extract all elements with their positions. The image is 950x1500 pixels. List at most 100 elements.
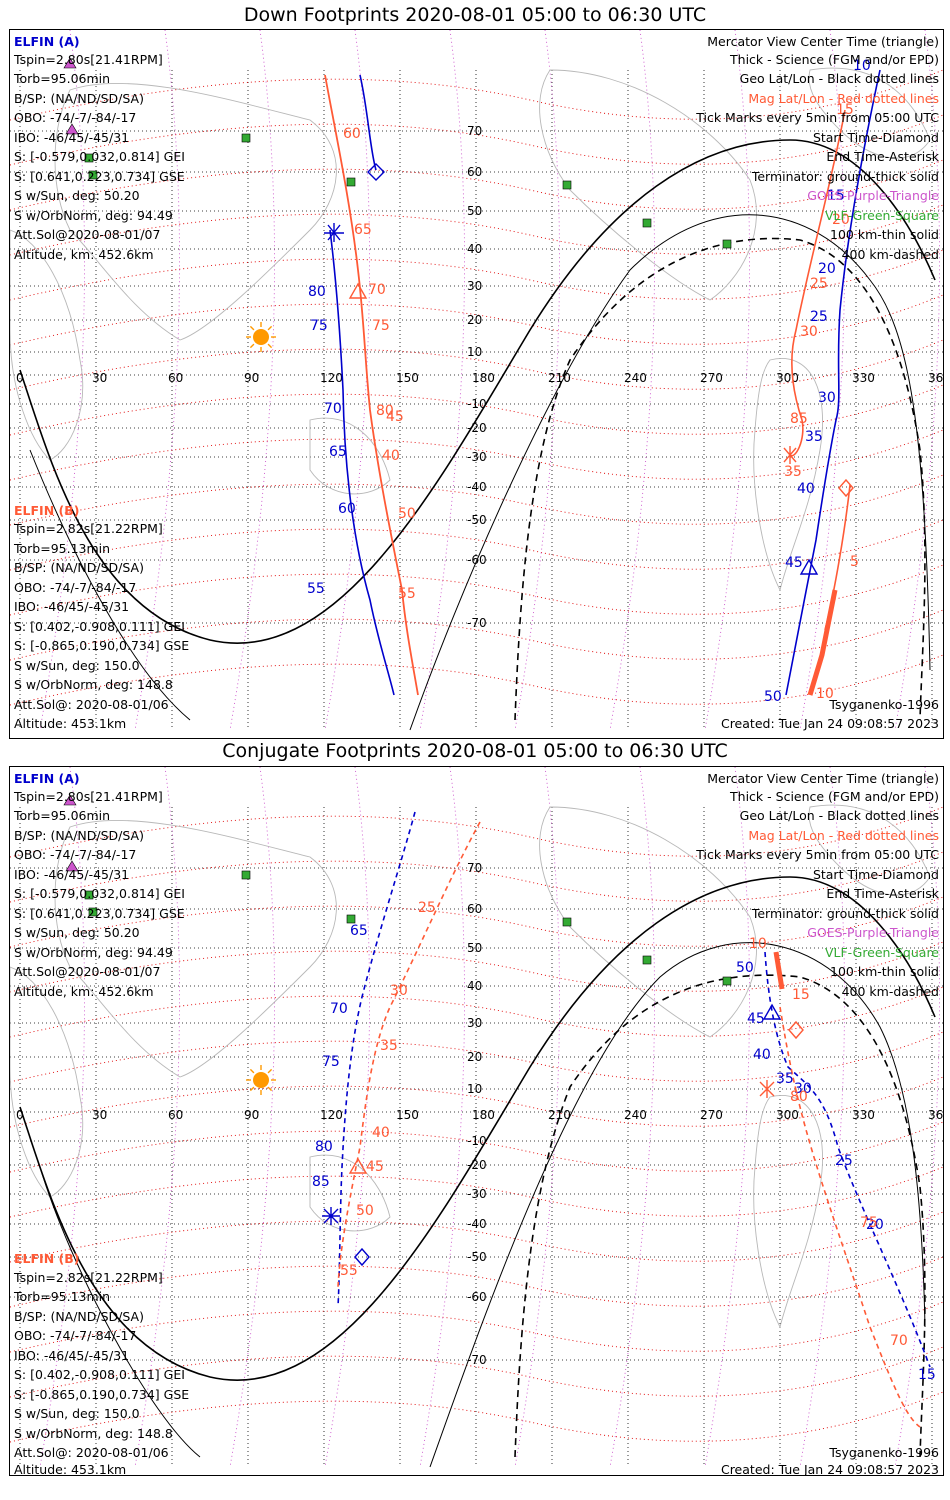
elfin-b-tick-label: 30 <box>800 324 818 340</box>
elfin-b-info-3: OBO: -74/-7/-84/-17 <box>14 580 137 595</box>
elfin-a-info-10: Altitude, km: 452.6km <box>14 984 154 999</box>
lat-tick-label: -20 <box>467 1158 487 1172</box>
vlf-station-square <box>241 870 251 880</box>
elfin-a-tick-label: 20 <box>866 1217 884 1233</box>
elfin-a-tick-label: 60 <box>338 501 356 517</box>
elfin-a-track <box>785 69 881 696</box>
elfin-a-tick-label: 70 <box>324 401 342 417</box>
elfin-b-tick-label: 75 <box>372 318 390 334</box>
elfin-a-tick-label: 25 <box>810 309 828 325</box>
lat-tick-label: 50 <box>467 941 482 955</box>
elfin-b-label: ELFIN (B) <box>14 503 80 518</box>
mag-parallel <box>10 204 943 256</box>
lon-tick-label: 270 <box>700 1108 723 1122</box>
goes-triangle <box>63 794 77 806</box>
lat-tick-label: 10 <box>467 1082 482 1096</box>
mag-parallel <box>10 986 943 1038</box>
lat-tick-label: -40 <box>467 480 487 494</box>
vlf-station-square <box>642 955 652 965</box>
legend-line-4: Tick Marks every 5min from 05:00 UTC <box>696 110 939 125</box>
elfin-a-tick-label: 10 <box>853 58 871 74</box>
elfin-b-center-triangle <box>348 1157 368 1174</box>
vlf-station-square <box>88 907 98 917</box>
elfin-b-start-diamond <box>788 1020 804 1040</box>
elfin-b-science <box>773 951 785 990</box>
elfin-a-tick-label: 55 <box>307 581 325 597</box>
elfin-b-info-2: B/SP: (NA/ND/SD/SA) <box>14 560 144 575</box>
footprint-map: 0 30 60 90 120 150 180 210 240 270 300 330 360 70 60 50… <box>10 767 943 1468</box>
lon-tick-label: 210 <box>548 1108 571 1122</box>
mag-parallel <box>10 249 943 301</box>
footprint-map: 0 30 60 90 120 150 180 210 240 270 300 330 360 70 60 50… <box>10 30 943 731</box>
vlf-station-square <box>722 976 732 986</box>
elfin-b-info-7: S w/Sun, deg: 150.0 <box>14 1406 140 1421</box>
lat-tick-label: -30 <box>467 1187 487 1201</box>
legend-line-0: Mercator View Center Time (triangle) <box>707 771 939 786</box>
elfin-a-tick-label: 35 <box>805 429 823 445</box>
legend-line-2: Geo Lat/Lon - Black dotted lines <box>739 808 939 823</box>
elfin-b-info-5: S: [0.402,-0.908,0.111] GEI <box>14 619 185 634</box>
continent-outline <box>309 1154 391 1232</box>
lat-tick-label: -50 <box>467 513 487 527</box>
lat-tick-label: 40 <box>467 979 482 993</box>
elfin-a-label: ELFIN (A) <box>14 771 80 786</box>
mag-parallel <box>10 1166 943 1218</box>
lat-tick-label: 30 <box>467 279 482 293</box>
lat-tick-label: -20 <box>467 421 487 435</box>
mag-parallel <box>10 941 943 993</box>
elfin-a-info-4: IBO: -46/45/-45/31 <box>14 867 130 882</box>
elfin-a-tick-label: 85 <box>312 1174 330 1190</box>
legend-line-3: Mag Lat/Lon - Red dotted lines <box>748 828 939 843</box>
lon-tick-label: 180 <box>472 1108 495 1122</box>
elfin-a-info-9: Att.Sol@2020-08-01/07 <box>14 227 161 242</box>
elfin-a-info-7: S w/Sun, deg: 50.20 <box>14 188 140 203</box>
elfin-b-tick-label: 5 <box>850 554 859 570</box>
mag-parallel <box>10 519 943 571</box>
elfin-b-tick-label: 70 <box>368 282 386 298</box>
elfin-b-info-0: Tspin=2.82s[21.22RPM] <box>14 521 163 536</box>
elfin-b-info-6: S: [-0.865,0.190,0.734] GSE <box>14 638 190 653</box>
lat-tick-label: -50 <box>467 1250 487 1264</box>
continent-outline <box>54 82 337 341</box>
elfin-a-center-triangle <box>762 1003 782 1020</box>
elfin-a-label: ELFIN (A) <box>14 34 80 49</box>
lat-tick-label: 20 <box>467 313 482 327</box>
elfin-b-tick-label: 75 <box>860 1215 878 1231</box>
terminator-400km <box>514 974 926 1458</box>
legend-line-1: Thick - Science (FGM and/or EPD) <box>730 52 939 67</box>
legend-line-11: 400 km-dashed <box>841 247 939 262</box>
elfin-a-tick-label: 45 <box>747 1011 765 1027</box>
elfin-b-info-6: S: [-0.865,0.190,0.734] GSE <box>14 1387 190 1402</box>
vlf-station-square <box>562 917 572 927</box>
lat-tick-label: -70 <box>467 1353 487 1367</box>
model-label: Tsyganenko-1996 <box>829 1445 939 1460</box>
elfin-a-info-5: S: [-0.579,0.032,0.814] GEI <box>14 149 185 164</box>
elfin-a-tick-label: 15 <box>918 1367 936 1383</box>
elfin-a-tick-label: 30 <box>818 390 836 406</box>
elfin-a-end-asterisk <box>324 223 344 242</box>
elfin-b-tick-label: 20 <box>832 212 850 228</box>
elfin-b-info-8: S w/OrbNorm, deg: 148.8 <box>14 1426 173 1441</box>
legend-line-5: Start Time-Diamond <box>812 130 939 145</box>
elfin-b-tick-label: 35 <box>784 464 802 480</box>
terminator-400km <box>514 237 926 721</box>
vlf-station-square <box>84 153 94 163</box>
elfin-a-info-3: OBO: -74/-7/-84/-17 <box>14 847 137 862</box>
mag-parallel <box>10 159 943 211</box>
legend-line-2: Geo Lat/Lon - Black dotted lines <box>739 71 939 86</box>
mag-meridian <box>419 30 465 731</box>
elfin-a-info-8: S w/OrbNorm, deg: 94.49 <box>14 208 173 223</box>
mag-parallel <box>10 294 943 346</box>
lon-tick-label: 210 <box>548 371 571 385</box>
elfin-a-tick-label: 45 <box>785 555 803 571</box>
lat-tick-label: 70 <box>467 124 482 138</box>
elfin-a-info-3: OBO: -74/-7/-84/-17 <box>14 110 137 125</box>
elfin-a-tick-label: 40 <box>797 481 815 497</box>
elfin-b-info-1: Torb=95.13min <box>14 1289 111 1304</box>
elfin-b-info-9: Att.Sol@: 2020-08-01/06 <box>14 697 169 712</box>
elfin-a-info-5: S: [-0.579,0.032,0.814] GEI <box>14 886 185 901</box>
elfin-b-track <box>337 821 481 1288</box>
elfin-b-tick-label: 30 <box>390 983 408 999</box>
vlf-station-square <box>346 914 356 924</box>
mag-parallel <box>10 69 943 121</box>
